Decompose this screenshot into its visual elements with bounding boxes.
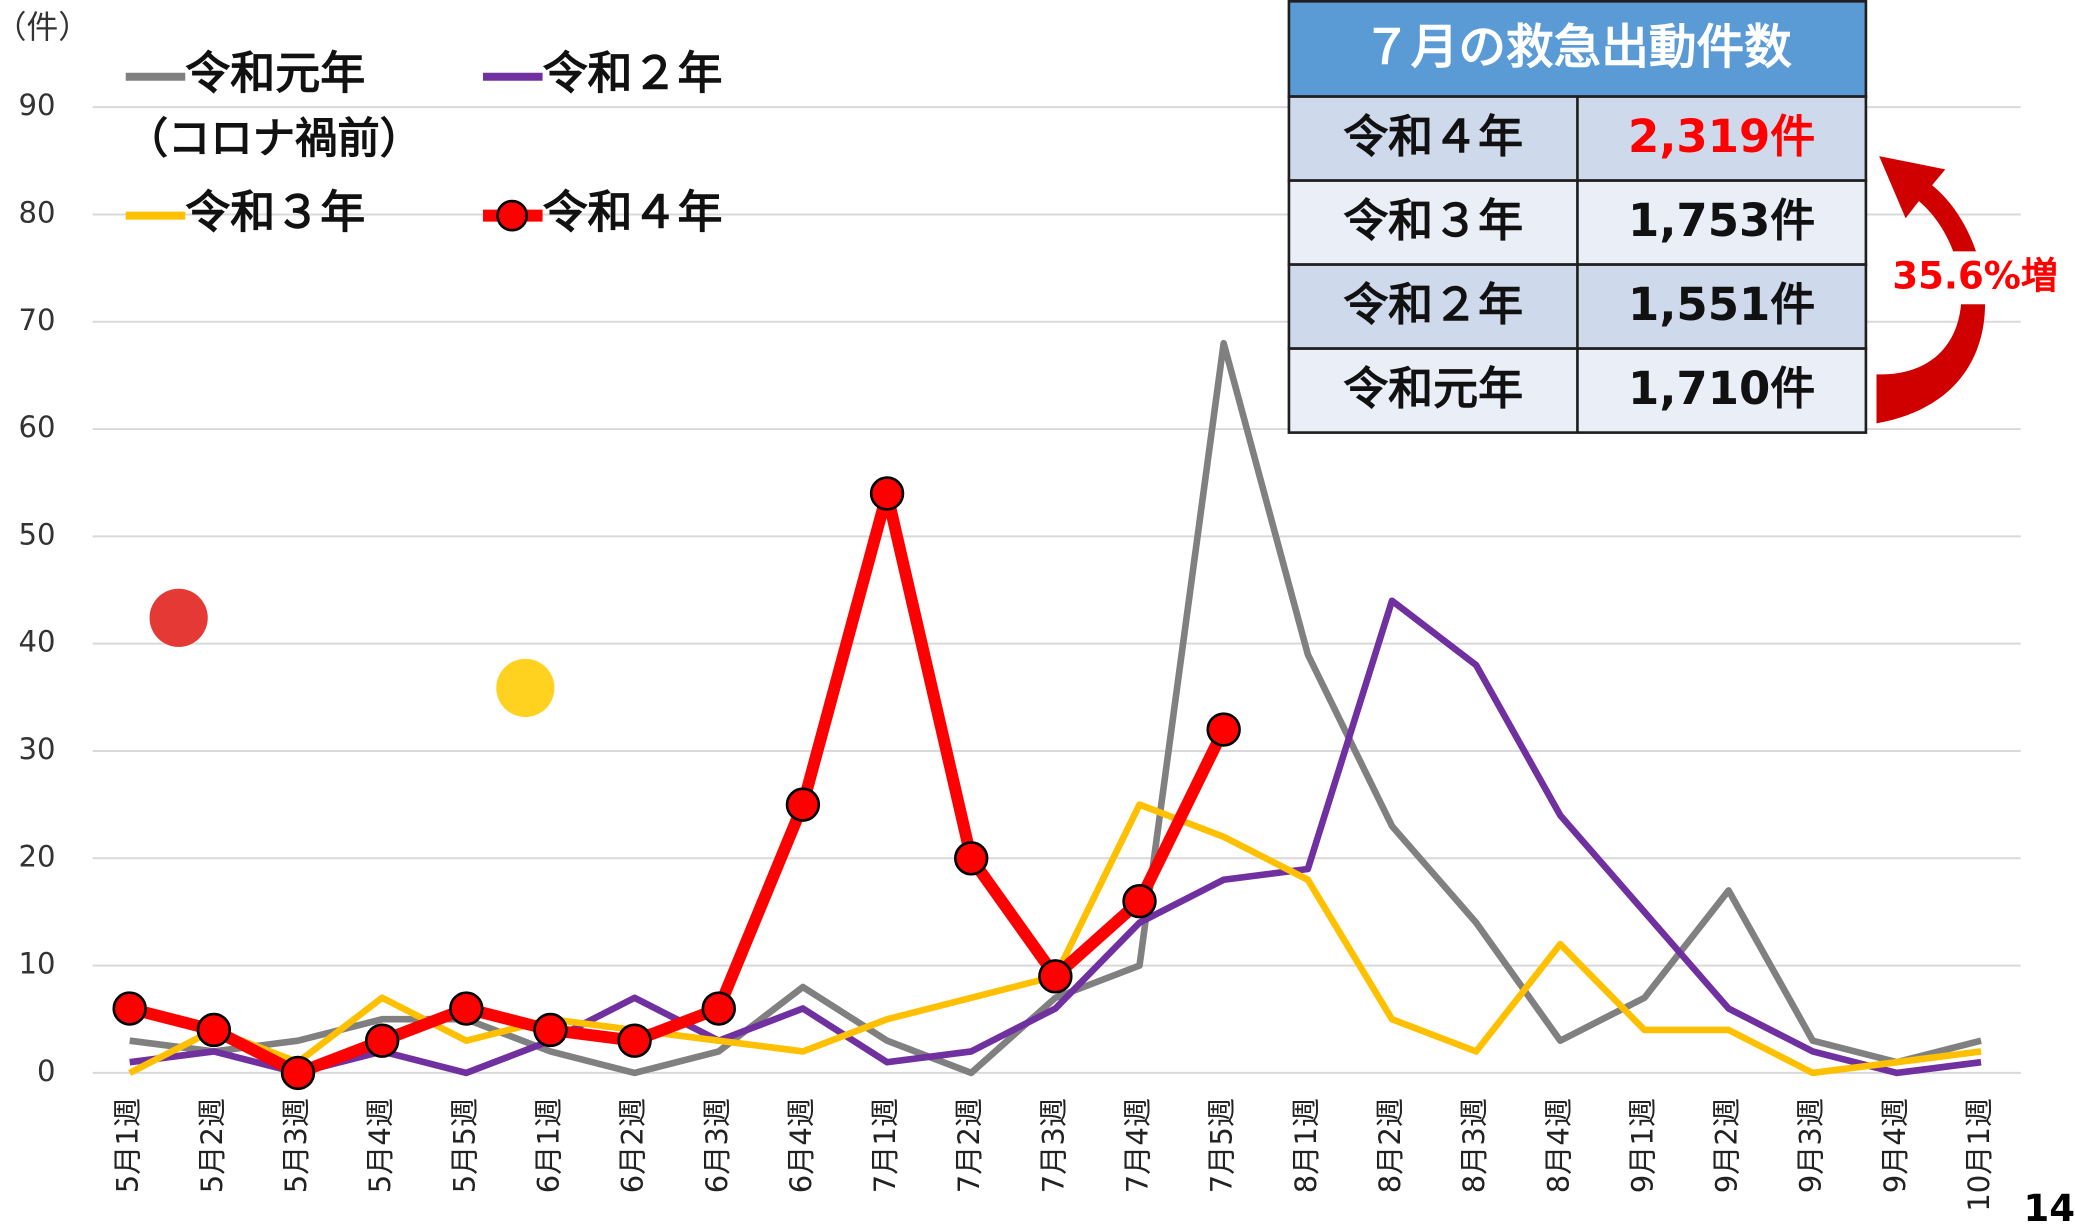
table-cell: 2,319件: [1628, 110, 1815, 163]
page-number: 14: [2023, 1187, 2075, 1229]
sun-icon: [149, 588, 208, 647]
y-tick-label: 90: [19, 88, 56, 122]
x-tick-label: 6月1週: [531, 1098, 565, 1193]
x-tick-label: 5月5週: [447, 1098, 481, 1193]
y-tick-label: 30: [19, 732, 56, 766]
data-point: [869, 476, 905, 511]
data-point: [1206, 712, 1241, 747]
x-tick-label: 8月2週: [1373, 1098, 1407, 1193]
x-tick-label: 9月4週: [1878, 1098, 1912, 1193]
data-point: [449, 991, 484, 1026]
y-tick-label: 50: [19, 517, 56, 551]
y-tick-label: 60: [19, 410, 56, 444]
table-cell: 令和３年: [1343, 194, 1523, 247]
table-header: [1287, 0, 1868, 98]
data-point: [785, 787, 821, 822]
x-tick-label: 8月4週: [1541, 1098, 1575, 1193]
x-tick-label: 9月2週: [1710, 1098, 1744, 1193]
x-tick-label: 7月3週: [1036, 1098, 1070, 1193]
data-point: [280, 1055, 316, 1091]
x-tick-label: 6月3週: [700, 1098, 734, 1193]
x-tick-label: 7月1週: [868, 1098, 902, 1193]
y-tick-label: 80: [19, 195, 56, 229]
table-cell: 令和元年: [1343, 362, 1523, 415]
x-tick-label: 10月1週: [1962, 1098, 1996, 1212]
annotation: 35.6%増: [1892, 254, 2058, 297]
data-point: [364, 1023, 400, 1058]
data-point: [701, 991, 736, 1026]
table-cell: 1,551件: [1628, 278, 1815, 331]
legend-marker: [496, 199, 529, 232]
data-point: [1122, 884, 1157, 919]
table-title: ７月の救急出動件数: [1363, 20, 1792, 75]
x-tick-label: 7月5週: [1205, 1098, 1239, 1193]
x-tick-label: 5月1週: [111, 1098, 145, 1193]
x-tick-label: 6月4週: [784, 1098, 818, 1193]
y-tick-label: 0: [37, 1054, 56, 1088]
table-cell: 令和４年: [1343, 110, 1523, 163]
data-point: [617, 1023, 652, 1058]
x-tick-label: 5月2週: [195, 1098, 229, 1193]
legend-label: 令和３年: [185, 186, 365, 239]
y-tick-label: 40: [19, 625, 56, 659]
table-cell: 1,753件: [1628, 194, 1815, 247]
sun-icon: [496, 658, 555, 718]
data-point: [1038, 959, 1073, 994]
x-tick-label: 9月3週: [1794, 1098, 1828, 1193]
x-tick-label: 7月4週: [1121, 1098, 1155, 1193]
x-tick-label: 6月2週: [616, 1098, 650, 1193]
y-tick-label: 10: [19, 947, 56, 981]
legend-note: （コロナ禍前）: [126, 114, 422, 163]
y-tick-label: 70: [19, 303, 56, 337]
annotation-bg: [1879, 251, 2038, 305]
data-point: [196, 1012, 232, 1048]
x-tick-label: 5月4週: [363, 1098, 397, 1193]
legend-label: 令和４年: [543, 186, 723, 239]
data-point: [954, 841, 989, 876]
table-cell: 1,710件: [1628, 362, 1815, 415]
y-unit: （件）: [0, 10, 90, 46]
data-point: [112, 991, 147, 1026]
increase-arrow: [1876, 156, 1986, 424]
x-tick-label: 9月1週: [1625, 1098, 1659, 1193]
x-tick-label: 8月1週: [1289, 1098, 1323, 1193]
x-tick-label: 5月3週: [279, 1098, 313, 1193]
table-cell: 令和２年: [1343, 278, 1523, 331]
x-tick-label: 8月3週: [1457, 1098, 1491, 1193]
x-tick-label: 7月2週: [952, 1098, 986, 1193]
y-tick-label: 20: [19, 839, 56, 873]
data-point: [533, 1012, 568, 1048]
legend-label: 令和元年: [185, 47, 365, 100]
series-line: [129, 597, 1982, 1077]
legend-label: 令和２年: [543, 47, 723, 100]
